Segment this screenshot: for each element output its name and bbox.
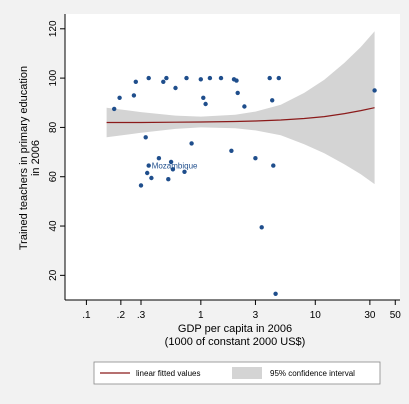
data-point xyxy=(161,79,166,85)
x-tick-label: 1 xyxy=(198,310,204,321)
y-tick-label: 120 xyxy=(48,20,59,37)
data-point xyxy=(276,75,281,81)
y-tick-label: 40 xyxy=(48,220,59,232)
data-point xyxy=(242,104,247,109)
data-point xyxy=(146,163,151,168)
data-point xyxy=(131,93,137,98)
y-tick-label: 80 xyxy=(48,121,59,133)
x-tick-label: .3 xyxy=(137,310,146,321)
y-tick-label: 20 xyxy=(48,269,59,281)
legend-label-fit: linear fitted values xyxy=(136,369,200,378)
data-point xyxy=(267,75,272,81)
annotation-layer: Mozambique xyxy=(152,162,198,171)
legend-label-ci: 95% confidence interval xyxy=(270,369,355,378)
point-annotation: Mozambique xyxy=(152,162,198,171)
points-layer xyxy=(112,75,377,296)
y-axis-title-line2: in 2006 xyxy=(30,140,42,176)
y-axis-title: Trained teachers in primary education xyxy=(18,66,30,250)
data-point xyxy=(112,106,117,112)
ci-band xyxy=(106,31,375,185)
legend: linear fitted values 95% confidence inte… xyxy=(93,361,381,385)
y-tick-label: 100 xyxy=(48,69,59,86)
y-ticks: 20 40 60 80 100 120 xyxy=(48,20,65,281)
x-axis-title: GDP per capita in 2006 xyxy=(178,323,292,335)
data-point xyxy=(156,156,162,161)
data-point xyxy=(198,77,203,82)
data-point xyxy=(271,163,276,168)
x-tick-label: 3 xyxy=(253,310,259,321)
legend-swatch-ci xyxy=(232,367,262,379)
x-tick-label: 10 xyxy=(310,310,322,321)
data-point xyxy=(201,95,206,101)
data-point xyxy=(173,85,178,91)
data-point xyxy=(166,177,171,182)
data-point xyxy=(143,135,148,140)
data-point xyxy=(170,167,176,172)
data-point xyxy=(235,90,240,96)
data-point xyxy=(372,88,377,93)
data-point xyxy=(207,75,213,81)
data-point xyxy=(133,79,138,85)
y-tick-label: 60 xyxy=(48,171,59,183)
data-point xyxy=(273,291,278,296)
data-point xyxy=(138,183,144,188)
x-tick-label: 30 xyxy=(364,310,376,321)
data-point xyxy=(149,175,154,181)
data-point xyxy=(145,170,150,176)
data-point xyxy=(146,75,151,81)
data-point xyxy=(259,225,264,230)
x-ticks: .1 .2 .3 1 3 10 30 50 xyxy=(82,300,401,321)
data-point xyxy=(234,78,239,83)
data-point xyxy=(253,156,258,161)
data-point xyxy=(270,98,275,103)
x-tick-label: 50 xyxy=(390,310,402,321)
data-point xyxy=(218,75,224,81)
data-point xyxy=(164,75,169,81)
x-axis-title-line2: (1000 of constant 2000 US$) xyxy=(165,336,306,348)
data-point xyxy=(203,101,208,107)
data-point xyxy=(117,95,122,101)
fit-line xyxy=(106,107,375,124)
data-point xyxy=(184,75,189,81)
data-point xyxy=(168,159,174,165)
x-tick-label: .2 xyxy=(117,310,126,321)
data-point xyxy=(182,169,187,174)
data-point xyxy=(229,148,234,153)
x-tick-label: .1 xyxy=(82,310,91,321)
data-point xyxy=(189,141,194,146)
